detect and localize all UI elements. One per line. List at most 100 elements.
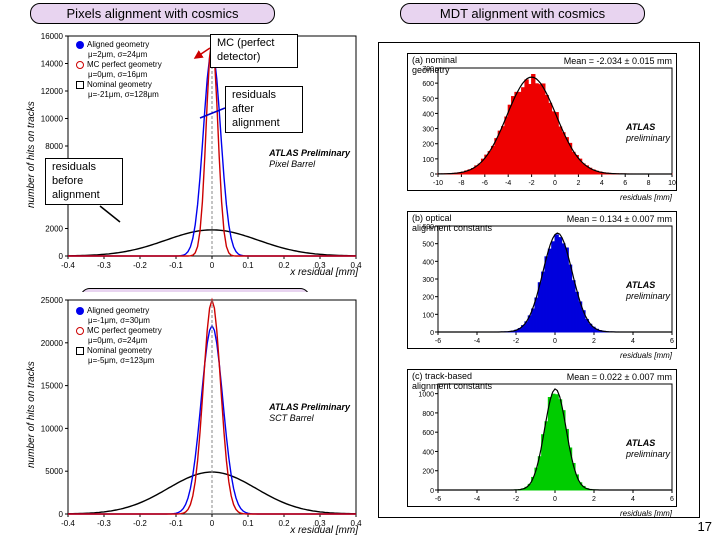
mdt-a-mean: Mean = -2.034 ± 0.015 mm <box>564 56 672 66</box>
mdt-a-label-b: geometry <box>412 65 450 75</box>
svg-text:2: 2 <box>592 496 596 503</box>
svg-text:-2: -2 <box>513 338 519 345</box>
svg-text:200: 200 <box>422 142 434 149</box>
svg-text:14000: 14000 <box>41 60 64 69</box>
svg-text:2: 2 <box>576 180 580 187</box>
pixel-ylabel: number of hits on tracks <box>26 101 37 208</box>
pixel-atlas-text: ATLAS Preliminary <box>269 148 350 158</box>
svg-text:2: 2 <box>592 338 596 345</box>
svg-text:5000: 5000 <box>45 467 63 476</box>
callout-before-text: residuals before alignment <box>52 161 100 201</box>
svg-text:8: 8 <box>647 180 651 187</box>
mdt-title: MDT alignment with cosmics <box>400 3 645 24</box>
mdt-b-label-a: (b) optical <box>412 213 452 223</box>
mdt-b-atlas: ATLAS preliminary <box>626 280 670 302</box>
pixel-atlas-sub: Pixel Barrel <box>269 159 315 169</box>
svg-text:15000: 15000 <box>41 382 64 391</box>
svg-text:12000: 12000 <box>41 87 64 96</box>
callout-mc: MC (perfect detector) <box>210 34 298 68</box>
mdt-container: -10-8-6-4-202468100100200300400500600700… <box>378 42 700 518</box>
pixel-atlas: ATLAS Preliminary Pixel Barrel <box>269 148 350 170</box>
svg-text:16000: 16000 <box>41 32 64 41</box>
svg-text:0: 0 <box>430 330 434 337</box>
callout-mc-text: MC (perfect detector) <box>217 37 274 63</box>
svg-text:25000: 25000 <box>41 296 64 305</box>
svg-text:0: 0 <box>553 496 557 503</box>
mdt-a-xlabel: residuals [mm] <box>620 193 672 202</box>
svg-text:0: 0 <box>553 180 557 187</box>
sct-atlas-text: ATLAS Preliminary <box>269 402 350 412</box>
svg-text:400: 400 <box>422 259 434 266</box>
svg-text:10000: 10000 <box>41 424 64 433</box>
pixel-xlabel: x residual [mm] <box>290 267 358 278</box>
svg-text:800: 800 <box>422 411 434 418</box>
svg-text:2000: 2000 <box>45 225 63 234</box>
mdt-c-label-b: alignment constants <box>412 381 492 391</box>
svg-text:-0.2: -0.2 <box>133 519 147 528</box>
mdt-a-label: (a) nominal geometry <box>412 56 457 76</box>
svg-text:100: 100 <box>422 157 434 164</box>
svg-text:-0.3: -0.3 <box>97 519 111 528</box>
svg-text:-2: -2 <box>528 180 534 187</box>
mdt-panel-a: -10-8-6-4-202468100100200300400500600700… <box>407 53 677 191</box>
svg-text:-6: -6 <box>435 496 441 503</box>
svg-text:-0.4: -0.4 <box>61 519 75 528</box>
svg-text:0: 0 <box>210 261 215 270</box>
svg-text:6: 6 <box>670 496 674 503</box>
svg-text:-4: -4 <box>474 338 480 345</box>
svg-text:600: 600 <box>422 430 434 437</box>
svg-text:-4: -4 <box>474 496 480 503</box>
svg-text:0: 0 <box>210 519 215 528</box>
svg-text:400: 400 <box>422 111 434 118</box>
svg-text:0: 0 <box>430 172 434 179</box>
sct-chart: 0 5000 10000 15000 20000 25000 -0.4 -0.3 -0.2 -0.… <box>18 292 368 536</box>
mdt-c-xlabel: residuals [mm] <box>620 509 672 518</box>
pixel-legend: Aligned geometryμ=2μm, σ=24μmMC perfect … <box>76 40 162 100</box>
mdt-b-atlas-text: ATLAS <box>626 280 655 290</box>
mdt-c-label: (c) track-based alignment constants <box>412 372 492 392</box>
svg-text:-8: -8 <box>458 180 464 187</box>
svg-text:0.2: 0.2 <box>278 261 290 270</box>
callout-before: residuals before alignment <box>45 158 123 205</box>
callout-after-text: residuals after alignment <box>232 89 280 129</box>
svg-text:500: 500 <box>422 242 434 249</box>
sct-atlas-sub: SCT Barrel <box>269 413 314 423</box>
svg-text:0: 0 <box>430 488 434 495</box>
pixel-chart: 0200040006000800010000120001400016000-0.… <box>18 28 368 278</box>
svg-text:8000: 8000 <box>45 142 63 151</box>
mdt-c-label-a: (c) track-based <box>412 371 472 381</box>
svg-text:0.2: 0.2 <box>278 519 290 528</box>
svg-text:-10: -10 <box>433 180 443 187</box>
pixels-title: Pixels alignment with cosmics <box>30 3 275 24</box>
mdt-a-atlas: ATLAS preliminary <box>626 122 670 144</box>
mdt-b-mean: Mean = 0.134 ± 0.007 mm <box>567 214 672 224</box>
svg-text:20000: 20000 <box>41 339 64 348</box>
sct-legend: Aligned geometryμ=-1μm, σ=30μmMC perfect… <box>76 306 162 366</box>
svg-text:-6: -6 <box>435 338 441 345</box>
svg-text:500: 500 <box>422 96 434 103</box>
svg-text:-0.1: -0.1 <box>169 519 183 528</box>
svg-text:200: 200 <box>422 295 434 302</box>
mdt-b-xlabel: residuals [mm] <box>620 351 672 360</box>
svg-text:400: 400 <box>422 449 434 456</box>
mdt-b-label-b: alignment constants <box>412 223 492 233</box>
svg-text:100: 100 <box>422 312 434 319</box>
svg-text:4: 4 <box>600 180 604 187</box>
mdt-b-atlas-sub: preliminary <box>626 291 670 301</box>
svg-text:0: 0 <box>553 338 557 345</box>
svg-text:10: 10 <box>668 180 676 187</box>
svg-text:0: 0 <box>59 252 64 261</box>
callout-after: residuals after alignment <box>225 86 303 133</box>
sct-xlabel: x residual [mm] <box>290 525 358 536</box>
svg-text:300: 300 <box>422 277 434 284</box>
svg-text:-0.3: -0.3 <box>97 261 111 270</box>
mdt-a-label-a: (a) nominal <box>412 55 457 65</box>
page-number: 17 <box>698 519 712 534</box>
svg-text:-0.2: -0.2 <box>133 261 147 270</box>
svg-text:0.1: 0.1 <box>242 519 254 528</box>
mdt-panel-b: -6-4-202460100200300400500600 (b) optica… <box>407 211 677 349</box>
mdt-a-atlas-sub: preliminary <box>626 133 670 143</box>
svg-text:200: 200 <box>422 469 434 476</box>
mdt-panel-c: -6-4-2024602004006008001000 (c) track-ba… <box>407 369 677 507</box>
svg-text:-6: -6 <box>482 180 488 187</box>
